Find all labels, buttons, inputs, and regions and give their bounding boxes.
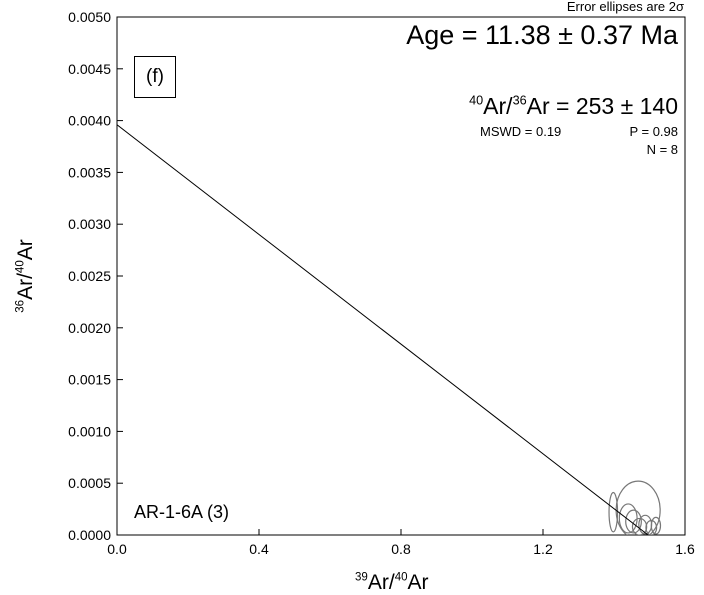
y-tick-label: 0.0045 — [68, 61, 111, 77]
ratio-sup1: 40 — [469, 93, 484, 108]
xlabel-sup1: 39 — [355, 571, 368, 584]
y-axis-title: 36Ar/40Ar — [14, 239, 38, 313]
ylabel-sup1: 36 — [14, 299, 27, 313]
y-tick-label: 0.0025 — [68, 268, 111, 284]
x-tick-label: 0.0 — [107, 541, 127, 557]
error-ellipse-note: Error ellipses are 2σ — [566, 0, 684, 14]
y-tick-label: 0.0035 — [68, 164, 111, 180]
isochron-line — [116, 124, 649, 536]
y-tick-label: 0.0040 — [68, 113, 111, 129]
y-axis: 0.0000 0.0005 0.0010 0.0015 0.0020 0.0025 0.00… — [68, 9, 123, 543]
x-axis: 0.0 0.4 0.8 1.2 1.6 — [107, 529, 695, 557]
age-result: Age = 11.38 ± 0.37 Ma — [406, 20, 678, 50]
ylabel-sup2: 40 — [14, 260, 27, 274]
error-ellipse-2 — [618, 503, 638, 534]
xlabel-sup2: 40 — [394, 571, 408, 584]
x-tick-label: 0.4 — [249, 541, 269, 557]
y-tick-label: 0.0000 — [68, 527, 111, 543]
ylabel-base1: Ar/ — [14, 273, 37, 300]
n-value: N = 8 — [646, 142, 678, 157]
x-tick-label: 0.8 — [391, 541, 411, 557]
error-ellipses — [608, 480, 662, 535]
y-tick-label: 0.0050 — [68, 9, 111, 25]
p-value: P = 0.98 — [629, 124, 678, 139]
y-tick-label: 0.0015 — [68, 372, 111, 388]
ratio-sup2: 36 — [512, 93, 527, 108]
error-ellipse-1 — [608, 491, 619, 533]
x-axis-title: 39Ar/40Ar — [355, 571, 429, 595]
ratio-base1: Ar/ — [483, 93, 513, 119]
xlabel-base1: Ar/ — [367, 571, 395, 594]
panel-label: (f) — [134, 56, 176, 98]
error-ellipse-5 — [631, 517, 648, 535]
ratio-base2: Ar = 253 ± 140 — [526, 93, 678, 119]
ylabel-base2: Ar — [14, 239, 37, 261]
error-ellipse-8 — [650, 516, 662, 535]
xlabel-base2: Ar — [407, 571, 429, 594]
x-tick-label: 1.6 — [675, 541, 695, 557]
x-tick-label: 1.2 — [533, 541, 553, 557]
y-tick-label: 0.0010 — [68, 423, 111, 439]
y-tick-label: 0.0005 — [68, 475, 111, 491]
initial-ratio: 40Ar/36Ar = 253 ± 140 — [469, 93, 678, 120]
error-ellipse-7 — [645, 519, 658, 535]
y-tick-label: 0.0030 — [68, 216, 111, 232]
error-ellipse-3 — [625, 509, 642, 534]
sample-label: AR-1-6A (3) — [134, 502, 230, 522]
mswd-value: MSWD = 0.19 — [480, 124, 562, 139]
y-tick-label: 0.0020 — [68, 320, 111, 336]
